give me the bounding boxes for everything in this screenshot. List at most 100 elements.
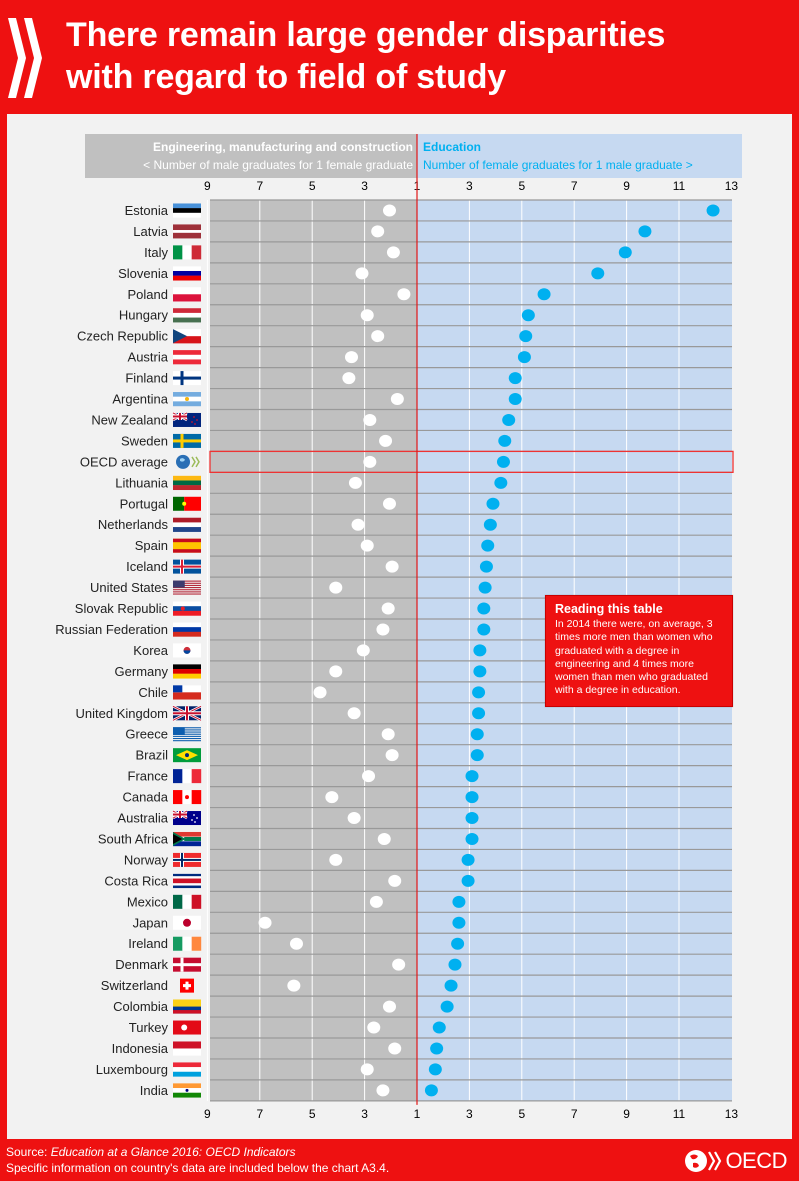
flag-band — [173, 876, 201, 879]
flag-band — [184, 836, 201, 841]
flag-se-icon — [173, 433, 201, 448]
table-row: Canada — [122, 785, 732, 805]
legend-education-subtitle: Number of female graduates for 1 male gr… — [423, 158, 693, 172]
flag-emblem — [182, 501, 187, 506]
flag-band — [173, 294, 201, 302]
engineering-dot — [392, 958, 406, 971]
education-dot — [478, 581, 492, 594]
flag-tr-icon — [173, 1020, 201, 1035]
flag-band — [173, 517, 201, 523]
footer-note: Specific information on country's data a… — [6, 1161, 390, 1175]
flag-band — [173, 831, 201, 837]
flag-band — [182, 936, 192, 951]
flag-band — [173, 203, 201, 209]
country-label: Chile — [138, 685, 168, 700]
flag-cr-icon — [173, 873, 201, 889]
country-label: Turkey — [129, 1020, 169, 1035]
table-row: Finland — [125, 367, 732, 386]
flag-band — [173, 999, 201, 1007]
engineering-dot — [385, 560, 399, 573]
flag-lv-icon — [173, 224, 201, 239]
title-line-1: There remain large gender disparities — [66, 16, 666, 54]
tick-label-bottom: 13 — [725, 1107, 739, 1121]
flag-band — [173, 880, 201, 884]
table-row: Norway — [124, 848, 732, 867]
flag-cross — [180, 433, 184, 448]
table-row: Sweden — [121, 429, 732, 448]
education-dot — [444, 979, 458, 992]
education-dot — [483, 518, 497, 531]
table-row: Korea — [133, 639, 732, 658]
flag-stripe — [173, 582, 201, 584]
flag-band — [173, 936, 183, 951]
country-label: Finland — [125, 371, 168, 386]
table-row: Luxembourg — [96, 1058, 732, 1077]
flag-band — [173, 606, 201, 612]
flag-stripe — [173, 731, 201, 733]
table-row: Spain — [135, 534, 732, 553]
flag-band — [173, 538, 201, 543]
flag-stripe — [173, 733, 201, 735]
flag-sk-icon — [173, 601, 201, 616]
table-row: Ireland — [128, 932, 732, 951]
flag-band — [173, 841, 201, 847]
country-label: Norway — [124, 852, 169, 867]
flag-canton — [173, 727, 185, 736]
country-label: Australia — [117, 811, 168, 826]
tick-label-bottom: 11 — [673, 1107, 686, 1121]
flag-band — [173, 485, 201, 491]
flag-band — [173, 522, 201, 528]
table-row: Iceland — [126, 555, 732, 574]
flag-band — [173, 266, 201, 272]
tick-label-bottom: 5 — [518, 1107, 525, 1121]
country-label: Lithuania — [115, 475, 169, 490]
education-dot — [452, 895, 466, 908]
table-row: Netherlands — [98, 513, 732, 532]
country-label: Japan — [133, 915, 168, 930]
country-label: Slovak Republic — [75, 601, 169, 616]
engineering-dot — [347, 707, 361, 720]
flag-band — [173, 336, 201, 344]
flag-cl-icon — [173, 685, 201, 700]
engineering-dot — [376, 1084, 390, 1097]
engineering-dot — [289, 937, 303, 950]
flag-pl-icon — [173, 287, 201, 302]
flag-band — [173, 308, 201, 314]
flag-band — [173, 354, 201, 360]
engineering-dot — [347, 812, 361, 825]
reading-callout: Reading this table In 2014 there were, o… — [545, 595, 733, 707]
legend-education-box — [417, 134, 742, 178]
engineering-dot — [388, 874, 402, 887]
flag-star — [191, 819, 193, 821]
country-label: Costa Rica — [104, 873, 168, 888]
flag-cross — [179, 811, 181, 819]
source-title: Education at a Glance 2016: OECD Indicat… — [50, 1145, 296, 1159]
flag-cross — [173, 439, 201, 443]
flag-band — [173, 685, 201, 693]
oecd-logo: OECD — [684, 1146, 787, 1176]
flag-band — [184, 496, 201, 511]
education-dot — [494, 476, 508, 489]
education-dot — [537, 288, 551, 301]
flag-band — [173, 883, 201, 886]
education-dot — [452, 916, 466, 929]
table-row: Turkey — [129, 1016, 732, 1035]
engineering-plot-area — [210, 200, 417, 1101]
country-label: Korea — [133, 643, 168, 658]
flag-band — [173, 601, 201, 607]
table-row: Costa Rica — [104, 869, 732, 889]
flag-co-icon — [173, 999, 201, 1014]
flag-emblem — [185, 1088, 189, 1092]
flag-au-icon — [172, 809, 201, 826]
tick-label-top: 3 — [361, 179, 368, 193]
flag-chevron — [173, 833, 183, 844]
engineering-dot — [382, 204, 396, 217]
flag-cross — [181, 559, 183, 574]
table-row: Japan — [133, 911, 732, 930]
flag-band — [173, 692, 201, 700]
flag-band — [182, 894, 192, 909]
country-label: Luxembourg — [96, 1062, 168, 1077]
engineering-dot — [362, 770, 376, 783]
tick-label-top: 3 — [466, 179, 473, 193]
tick-label-bottom: 3 — [466, 1107, 473, 1121]
